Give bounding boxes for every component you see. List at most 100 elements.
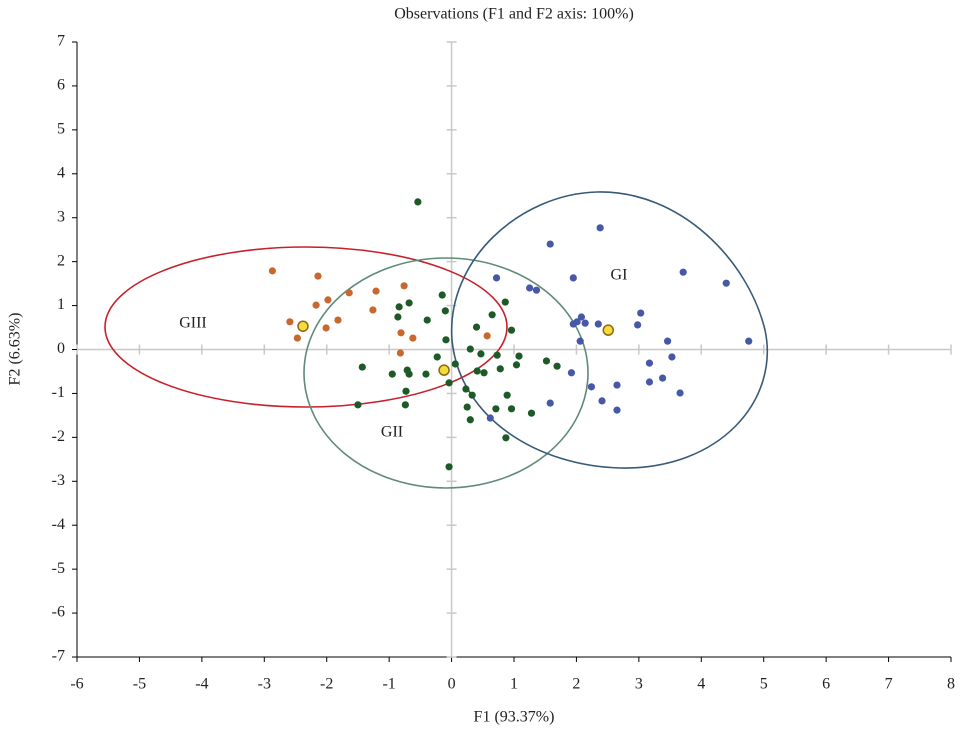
y-tick-label: 7	[57, 33, 65, 50]
point	[577, 313, 586, 321]
y-tick-label: -3	[52, 472, 65, 489]
point	[414, 198, 422, 206]
point	[668, 353, 676, 361]
x-tick-label: 2	[572, 676, 580, 693]
point	[451, 360, 459, 368]
point	[502, 434, 510, 442]
group-ellipses	[104, 191, 769, 489]
x-tick-label: -2	[320, 676, 333, 693]
point	[602, 324, 615, 336]
point	[468, 391, 476, 399]
point	[422, 370, 430, 378]
x-tick-label: 6	[822, 676, 830, 693]
point	[587, 383, 596, 391]
point	[314, 272, 322, 280]
point	[613, 406, 621, 414]
point	[488, 311, 496, 319]
point	[293, 334, 301, 342]
point	[507, 326, 516, 334]
x-tick-label: 0	[448, 676, 456, 693]
axes: -6 -5 -4 -3 -2 -1 0 1 2 3 4 5 6 7 8 -7 -6 -5 -4 -3 -2 -1 0 1 2 3 4…	[52, 33, 955, 693]
point	[397, 329, 405, 337]
y-tick-label: 4	[57, 164, 65, 181]
point	[322, 324, 330, 332]
point	[477, 350, 485, 358]
ellipse-gii	[303, 257, 589, 489]
point	[473, 367, 481, 375]
point	[637, 309, 645, 317]
point	[442, 336, 450, 344]
point	[496, 365, 504, 373]
x-tick-label: -6	[70, 676, 83, 693]
x-tick-label: -1	[382, 676, 395, 693]
point	[466, 345, 474, 353]
point	[634, 321, 642, 329]
point	[400, 282, 408, 290]
x-tick-label: -3	[258, 676, 271, 693]
point	[492, 274, 501, 282]
point	[402, 387, 410, 395]
x-tick-label: 7	[885, 676, 893, 693]
point	[526, 284, 534, 292]
point	[334, 316, 342, 324]
y-tick-label: -2	[52, 428, 65, 445]
point	[658, 374, 667, 382]
point	[394, 313, 402, 321]
point	[401, 401, 409, 409]
point	[569, 274, 577, 282]
point	[512, 361, 521, 369]
point	[594, 320, 602, 328]
y-tick-label: -4	[52, 516, 65, 533]
point	[645, 378, 654, 386]
point	[297, 320, 309, 332]
point	[369, 306, 377, 314]
point	[542, 357, 551, 365]
point	[503, 391, 511, 399]
point	[576, 337, 584, 345]
point	[405, 370, 413, 378]
point	[569, 320, 577, 328]
x-tick-label: 4	[697, 676, 705, 693]
y-tick-label: 3	[57, 208, 65, 225]
point	[463, 403, 471, 411]
y-tick-label: 0	[57, 340, 65, 357]
point	[501, 298, 509, 306]
point	[745, 337, 753, 345]
point	[722, 279, 730, 287]
y-tick-label: 6	[57, 77, 65, 94]
ellipse-giii	[104, 246, 508, 408]
y-axis-label: F2 (6.63%)	[7, 313, 24, 386]
point	[527, 409, 536, 417]
point	[480, 369, 488, 377]
point	[445, 463, 453, 471]
x-tick-label: 3	[635, 676, 643, 693]
point	[598, 397, 606, 405]
point	[445, 379, 453, 387]
point	[312, 301, 320, 309]
point	[462, 385, 470, 393]
x-tick-label: 8	[947, 676, 955, 693]
x-tick-label: -5	[133, 676, 146, 693]
point	[423, 316, 431, 324]
ellipse-gi	[450, 191, 769, 469]
point	[441, 307, 449, 315]
point	[546, 399, 554, 407]
x-tick-label: 1	[510, 676, 518, 693]
point	[466, 416, 474, 424]
point	[268, 267, 277, 275]
point	[433, 353, 441, 361]
point	[645, 359, 654, 367]
point	[358, 363, 366, 371]
point	[663, 337, 672, 345]
y-tick-label: 5	[57, 121, 65, 138]
group-label: GIII	[179, 315, 207, 332]
point	[613, 381, 621, 389]
point	[546, 240, 554, 248]
point	[472, 323, 481, 331]
chart-title: Observations (F1 and F2 axis: 100%)	[394, 6, 634, 23]
point	[596, 224, 604, 232]
point	[676, 389, 684, 397]
point	[354, 401, 362, 409]
point	[581, 319, 589, 327]
